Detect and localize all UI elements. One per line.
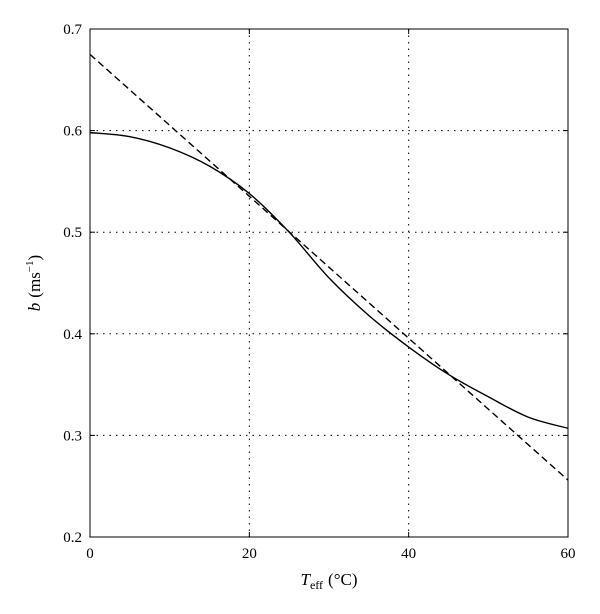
y-tick-label: 0.2 bbox=[63, 530, 82, 546]
x-axis-label: Teff (°C) bbox=[300, 570, 357, 592]
x-axis-symbol: T bbox=[300, 570, 311, 589]
dashed-series-line bbox=[89, 53, 569, 481]
y-tick-label: 0.3 bbox=[63, 428, 82, 444]
x-axis-unit: (°C) bbox=[328, 570, 357, 589]
y-tick-label: 0.5 bbox=[63, 225, 82, 241]
y-axis-close: ) bbox=[25, 255, 44, 261]
y-axis-exponent: −1 bbox=[24, 260, 36, 272]
series-group bbox=[89, 53, 569, 481]
solid-series-line bbox=[89, 131, 569, 429]
y-axis-label: b (ms−1) bbox=[24, 255, 44, 311]
x-tick-label: 60 bbox=[561, 546, 576, 562]
y-tick-label: 0.7 bbox=[63, 22, 82, 38]
x-axis-subscript: eff bbox=[310, 578, 323, 592]
y-axis-symbol: b bbox=[25, 303, 44, 312]
x-tick-label: 40 bbox=[401, 546, 416, 562]
ticks bbox=[89, 28, 569, 538]
y-tick-label: 0.6 bbox=[63, 124, 82, 140]
y-axis-unit: (ms bbox=[25, 272, 44, 298]
x-tick-label: 0 bbox=[86, 546, 94, 562]
plot-frame bbox=[89, 28, 569, 538]
tick-labels: 0 20 40 60 0.2 0.3 0.4 0.5 0.6 0.7 bbox=[63, 22, 575, 562]
grid bbox=[90, 29, 568, 537]
y-tick-label: 0.4 bbox=[63, 327, 82, 343]
x-tick-label: 20 bbox=[242, 546, 257, 562]
